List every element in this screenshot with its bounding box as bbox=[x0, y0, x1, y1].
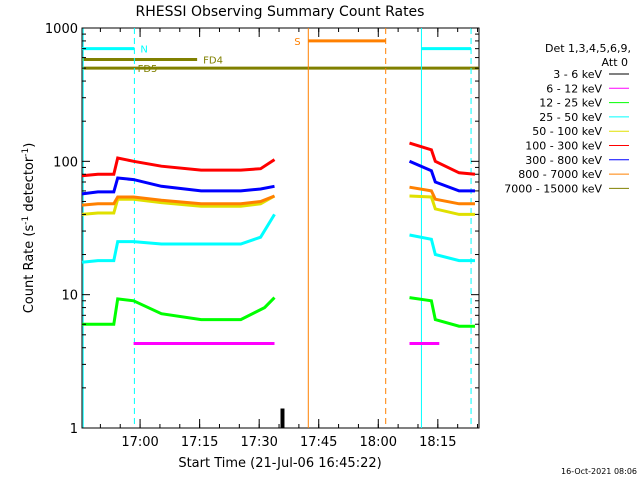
observing-flags: N FD4 FD5 S bbox=[82, 37, 479, 75]
y-axis-label-sup2: -1 bbox=[21, 148, 31, 157]
y-axis-label: Count Rate (s-1 detector-1) bbox=[21, 143, 37, 314]
flag-label: S bbox=[294, 37, 300, 48]
vertical-markers bbox=[82, 28, 472, 428]
plot-frame bbox=[81, 27, 480, 429]
legend-label: 100 - 300 keV bbox=[525, 140, 602, 153]
series-line bbox=[81, 185, 475, 207]
x-tick-label: 17:15 bbox=[181, 435, 218, 450]
x-axis-label: Start Time (21-Jul-06 16:45:22) bbox=[178, 456, 381, 471]
flag-label: N bbox=[140, 45, 147, 56]
x-tick-label: 17:00 bbox=[121, 435, 158, 450]
y-axis-label-sup1: -1 bbox=[21, 216, 31, 225]
legend-label: 12 - 25 keV bbox=[539, 97, 602, 110]
y-tick-label: 100 bbox=[53, 155, 78, 170]
flag-label: FD4 bbox=[203, 56, 223, 67]
y-tick-label: 1000 bbox=[45, 22, 78, 37]
y-tick-label: 1 bbox=[70, 422, 78, 437]
series-line bbox=[82, 296, 475, 328]
legend-label: 300 - 800 keV bbox=[525, 154, 602, 167]
x-tick-label: 18:00 bbox=[360, 435, 397, 450]
axes: 1 10 100 1000 17:00 17:15 17:30 17:45 18:00 18:15 bbox=[45, 22, 479, 450]
series-line bbox=[81, 194, 475, 216]
legend-label: 50 - 100 keV bbox=[532, 125, 602, 138]
y-tick-label: 10 bbox=[61, 289, 78, 304]
chart-title: RHESSI Observing Summary Count Rates bbox=[136, 4, 425, 20]
legend-label: 800 - 7000 keV bbox=[518, 168, 602, 181]
series-line bbox=[81, 213, 475, 264]
footer-date: 16-Oct-2021 08:06 bbox=[561, 467, 637, 476]
series-line bbox=[81, 141, 476, 178]
x-tick-label: 18:15 bbox=[419, 435, 456, 450]
y-axis-label-main: Count Rate (s bbox=[22, 225, 37, 314]
y-axis-label-mid: detector bbox=[22, 156, 37, 216]
y-axis-label-end: ) bbox=[22, 143, 37, 148]
legend-header-2: Att 0 bbox=[602, 56, 628, 69]
legend-label: 7000 - 15000 keV bbox=[504, 182, 602, 195]
legend-header-1: Det 1,3,4,5,6,9, bbox=[545, 42, 631, 55]
x-tick-label: 17:45 bbox=[300, 435, 337, 450]
series-line bbox=[81, 159, 475, 196]
x-tick-label: 17:30 bbox=[240, 435, 277, 450]
flag-label: FD5 bbox=[138, 64, 158, 75]
legend-label: 25 - 50 keV bbox=[539, 111, 602, 124]
series-layer bbox=[81, 141, 476, 428]
legend-label: 3 - 6 keV bbox=[553, 68, 602, 81]
series-3-6kev-bar bbox=[280, 408, 285, 428]
legend-label: 6 - 12 keV bbox=[546, 82, 602, 95]
